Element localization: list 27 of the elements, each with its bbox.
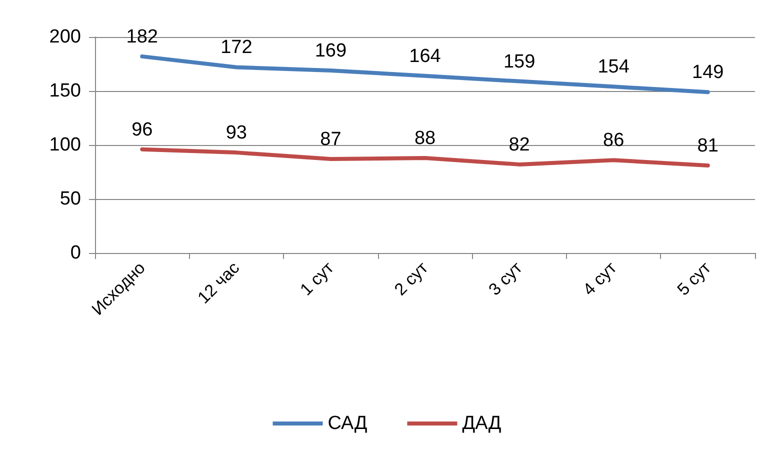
data-label: 88 — [414, 128, 436, 149]
x-tick-label: 5 сут — [674, 258, 715, 300]
y-tick-label: 50 — [60, 188, 81, 210]
y-tick-label: 150 — [49, 80, 81, 102]
x-tick-label: 4 сут — [579, 258, 620, 300]
x-tick-label: 12 час — [194, 258, 244, 308]
data-label: 154 — [598, 56, 630, 78]
data-label: 86 — [603, 130, 624, 152]
data-label: 149 — [692, 62, 724, 84]
data-label: 169 — [314, 40, 347, 62]
data-label: 159 — [503, 51, 536, 72]
data-label: 87 — [320, 129, 342, 150]
legend-label: САД — [328, 413, 368, 434]
legend-label: ДАД — [462, 413, 502, 434]
data-label: 93 — [226, 122, 247, 144]
x-tick-label: 1 сут — [296, 258, 338, 300]
data-label: 82 — [508, 134, 530, 156]
data-label: 164 — [409, 46, 442, 67]
y-tick-label: 100 — [49, 134, 81, 156]
data-label: 182 — [126, 26, 158, 48]
data-label: 96 — [132, 119, 153, 140]
data-label: 81 — [697, 136, 718, 157]
data-label: 172 — [220, 37, 252, 58]
x-tick-label: 3 сут — [485, 258, 526, 300]
y-tick-label: 200 — [49, 26, 81, 48]
y-tick-label: 0 — [70, 242, 81, 264]
x-tick-label: 2 сут — [390, 258, 432, 300]
